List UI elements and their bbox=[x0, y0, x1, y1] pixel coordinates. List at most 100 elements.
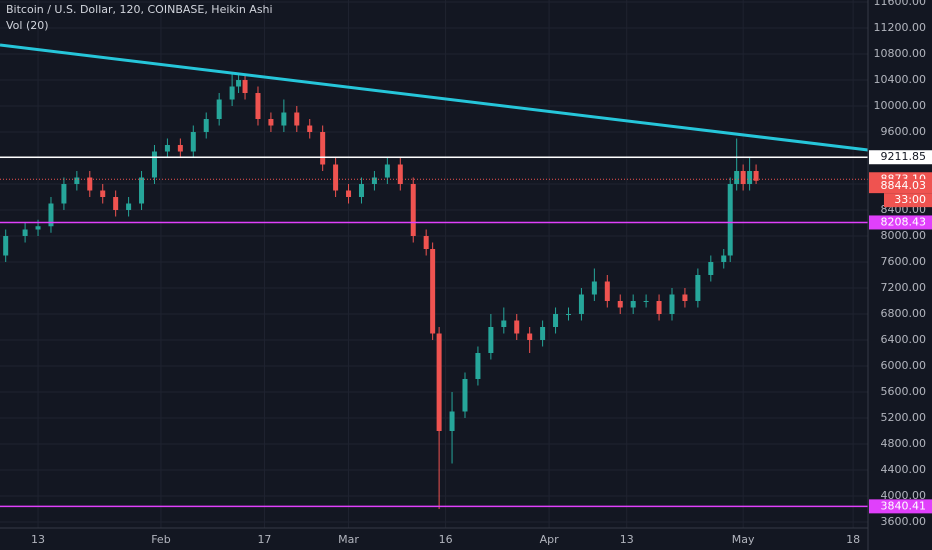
candle-body bbox=[61, 184, 67, 204]
candle-body bbox=[126, 203, 132, 211]
candle-body bbox=[753, 171, 759, 181]
candle-body bbox=[708, 262, 714, 275]
candle-body bbox=[410, 184, 416, 237]
candle-body bbox=[242, 80, 248, 94]
candle-body bbox=[397, 164, 403, 185]
candle-body bbox=[430, 249, 436, 334]
candle-body bbox=[669, 294, 675, 314]
candle-body bbox=[177, 145, 183, 152]
axes: 3600.00 4000.00 4400.00 4800.00 5200.00 5600.… bbox=[31, 0, 932, 546]
candle-body bbox=[617, 300, 623, 308]
y-tick-label: 9600.00 bbox=[881, 125, 927, 138]
candle-body bbox=[630, 300, 636, 308]
candle-body bbox=[591, 281, 597, 295]
candle-body bbox=[35, 226, 41, 230]
price-tag-label: 8208.43 bbox=[881, 215, 927, 228]
candle-body bbox=[320, 132, 326, 165]
price-tag-label: 8844.03 bbox=[881, 179, 927, 192]
candle-body bbox=[74, 177, 80, 185]
x-tick-label: Mar bbox=[338, 533, 359, 546]
grid bbox=[0, 0, 868, 528]
plot bbox=[0, 43, 869, 509]
candle-body bbox=[384, 164, 390, 178]
candle-body bbox=[113, 197, 119, 211]
candle-body bbox=[3, 236, 9, 256]
candle-body bbox=[501, 320, 507, 327]
candle-body bbox=[268, 119, 274, 126]
candle-body bbox=[255, 93, 261, 120]
candle-body bbox=[236, 80, 242, 87]
candle-body bbox=[682, 294, 688, 301]
candle-body bbox=[695, 275, 701, 301]
countdown-tag bbox=[884, 193, 932, 208]
candle-body bbox=[229, 86, 235, 100]
candle-body bbox=[190, 132, 196, 152]
trendline bbox=[0, 43, 869, 152]
candle-body bbox=[553, 313, 559, 327]
candle-body bbox=[48, 203, 54, 227]
candle-body bbox=[164, 145, 170, 152]
candle-body bbox=[151, 151, 157, 178]
price-tag bbox=[869, 179, 932, 194]
y-tick-label: 8000.00 bbox=[881, 229, 927, 242]
y-tick-label: 10000.00 bbox=[874, 99, 927, 112]
candle-body bbox=[216, 99, 222, 120]
price-tag bbox=[869, 499, 932, 514]
y-tick-label: 10400.00 bbox=[874, 73, 927, 86]
chart-title: Bitcoin / U.S. Dollar, 120, COINBASE, He… bbox=[6, 3, 273, 16]
x-tick-label: 18 bbox=[846, 533, 860, 546]
y-tick-label: 10800.00 bbox=[874, 47, 927, 60]
candle-body bbox=[604, 281, 610, 301]
candle-body bbox=[22, 229, 28, 237]
price-tag-label: 9211.85 bbox=[881, 150, 927, 163]
y-tick-label: 5600.00 bbox=[881, 385, 927, 398]
x-tick-label: 13 bbox=[31, 533, 45, 546]
y-tick-label: 4000.00 bbox=[881, 489, 927, 502]
candle-body bbox=[333, 164, 339, 191]
candle-body bbox=[734, 171, 740, 185]
y-tick-label: 11200.00 bbox=[874, 21, 927, 34]
candle-body bbox=[514, 320, 520, 334]
y-tick-label: 6000.00 bbox=[881, 359, 927, 372]
candle-body bbox=[203, 119, 209, 133]
y-tick-label: 4800.00 bbox=[881, 437, 927, 450]
candle-body bbox=[527, 333, 533, 340]
candle-body bbox=[740, 171, 746, 185]
candle-body bbox=[462, 378, 468, 412]
candle-body bbox=[656, 300, 662, 314]
y-tick-label: 11600.00 bbox=[874, 0, 927, 8]
y-tick-label: 7600.00 bbox=[881, 255, 927, 268]
candle-body bbox=[423, 236, 429, 250]
candle-body bbox=[436, 333, 442, 431]
x-tick-label: 13 bbox=[620, 533, 634, 546]
x-tick-label: 16 bbox=[439, 533, 453, 546]
candle-body bbox=[727, 184, 733, 256]
price-tag bbox=[869, 150, 932, 165]
x-tick-label: Apr bbox=[540, 533, 560, 546]
candle-body bbox=[643, 300, 649, 302]
candle-body bbox=[87, 177, 93, 191]
x-tick-label: May bbox=[732, 533, 755, 546]
candle-body bbox=[100, 190, 106, 198]
indicator-label: Vol (20) bbox=[6, 19, 49, 32]
candle-body bbox=[565, 313, 571, 315]
price-tag-label: 3840.41 bbox=[881, 499, 927, 512]
candle-body bbox=[281, 112, 287, 126]
candle-body bbox=[294, 112, 300, 126]
y-tick-label: 6400.00 bbox=[881, 333, 927, 346]
y-tick-label: 4400.00 bbox=[881, 463, 927, 476]
candle-body bbox=[747, 171, 753, 185]
x-tick-label: Feb bbox=[151, 533, 170, 546]
candle-body bbox=[540, 326, 546, 340]
candle-body bbox=[721, 255, 727, 263]
y-tick-label: 6800.00 bbox=[881, 307, 927, 320]
y-tick-label: 3600.00 bbox=[881, 515, 927, 528]
candle-body bbox=[307, 125, 313, 133]
price-tag bbox=[869, 215, 932, 230]
x-tick-label: 17 bbox=[257, 533, 271, 546]
candle-body bbox=[139, 177, 145, 204]
candle-body bbox=[371, 177, 377, 185]
y-tick-label: 7200.00 bbox=[881, 281, 927, 294]
